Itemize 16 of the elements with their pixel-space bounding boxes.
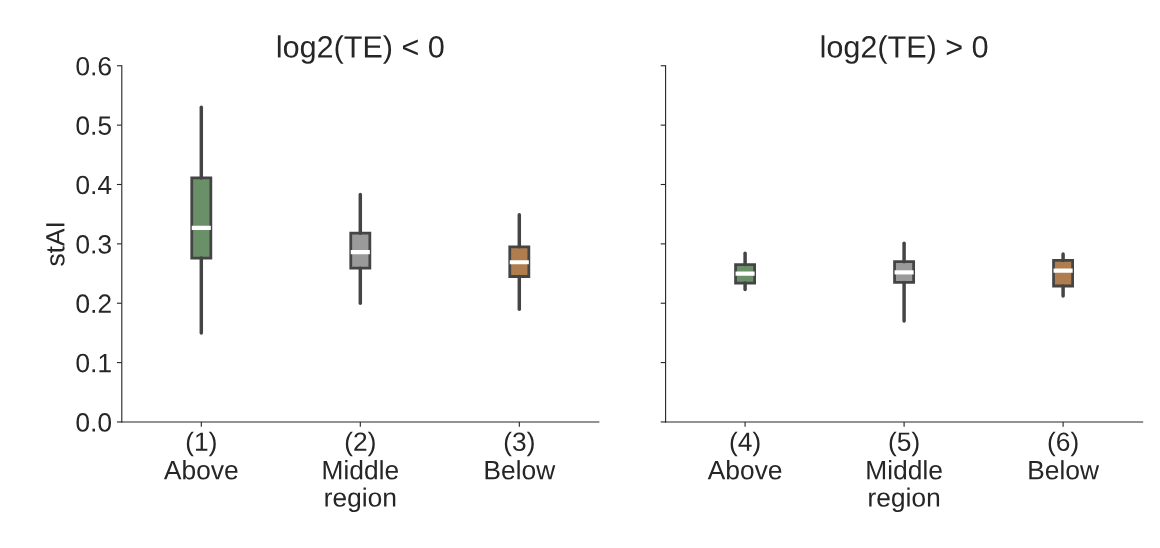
y-tick-label: 0.4 [76, 175, 112, 195]
chart-title: log2(TE) < 0 [277, 35, 444, 64]
y-tick-label: 0.5 [76, 116, 111, 135]
x-tick-label: (3) Below [485, 431, 556, 480]
y-tick-label: 0.2 [76, 294, 111, 314]
y-tick-label: 0.3 [76, 234, 111, 254]
y-tick-label: 0.6 [76, 56, 111, 76]
y-tick-label: 0.0 [76, 413, 112, 432]
x-axis-title: region [325, 487, 396, 513]
chart-title: log2(TE) > 0 [821, 35, 988, 64]
x-tick-label: (1) Above [163, 431, 238, 480]
y-axis-title: stAI [46, 223, 65, 266]
y-tick-label: 0.1 [76, 353, 111, 373]
x-axis-title: region [869, 487, 940, 513]
x-tick-label: (6) Below [1029, 431, 1100, 480]
x-tick-label: (4) Above [707, 431, 782, 480]
